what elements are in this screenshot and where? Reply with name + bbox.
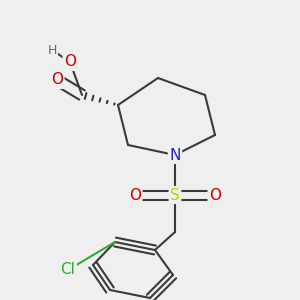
Text: O: O [51, 73, 63, 88]
Text: O: O [129, 188, 141, 202]
Text: H: H [47, 44, 57, 56]
Text: N: N [169, 148, 181, 163]
Text: O: O [64, 55, 76, 70]
Text: Cl: Cl [61, 262, 75, 278]
Text: S: S [170, 188, 180, 202]
Text: O: O [209, 188, 221, 202]
